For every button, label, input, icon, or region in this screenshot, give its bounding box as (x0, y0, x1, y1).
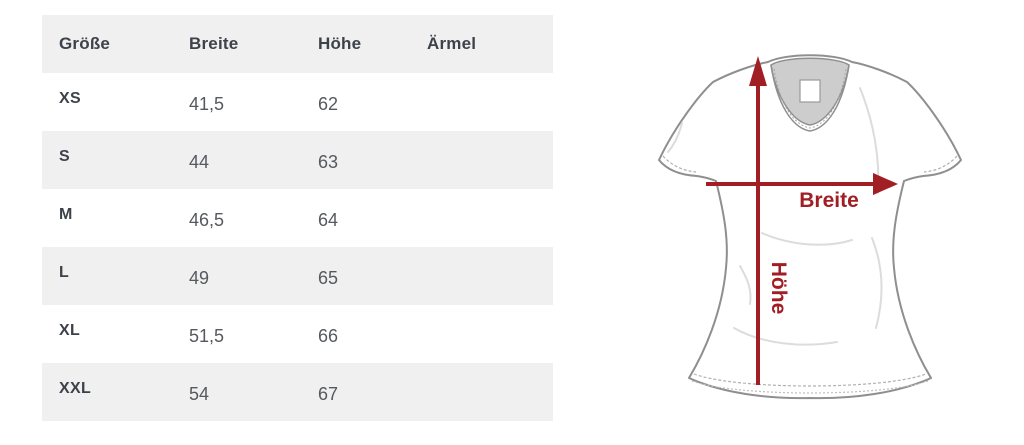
tshirt-drawing: Breite Höhe (658, 54, 962, 400)
breite-cell: 49 (189, 267, 210, 288)
table-row: L 49 65 (42, 247, 553, 305)
table-row: XXL 54 67 (42, 363, 553, 421)
table-row: XS 41,5 62 (42, 73, 553, 131)
hoehe-label: Höhe (767, 262, 790, 315)
breite-cell: 41,5 (189, 93, 225, 114)
hoehe-cell: 66 (318, 325, 339, 346)
collar-stitching (773, 68, 847, 129)
hem-stitching-upper (693, 373, 927, 387)
size-cell: M (59, 206, 73, 223)
tshirt-diagram: Breite Höhe (622, 28, 1008, 428)
column-header-breite: Breite (189, 34, 239, 53)
table-row: XL 51,5 66 (42, 305, 553, 363)
hoehe-cell: 64 (318, 209, 339, 230)
column-header-hoehe: Höhe (318, 34, 362, 53)
column-header-aermel: Ärmel (427, 34, 477, 53)
neck-tag (799, 79, 821, 103)
breite-label: Breite (799, 189, 859, 212)
size-cell: S (59, 148, 70, 165)
tshirt-outline (658, 54, 962, 400)
breite-cell: 46,5 (189, 209, 225, 230)
size-cell: XS (59, 90, 81, 107)
size-cell: XXL (59, 380, 92, 397)
size-cell: L (59, 264, 70, 281)
hoehe-cell: 62 (318, 93, 339, 114)
breite-cell: 51,5 (189, 325, 225, 346)
size-table: Größe Breite Höhe Ärmel XS 41,5 62 S 44 … (42, 15, 553, 421)
hoehe-cell: 67 (318, 383, 339, 404)
breite-arrow (706, 173, 898, 195)
breite-cell: 44 (189, 151, 210, 172)
size-table-body: XS 41,5 62 S 44 63 M 46,5 64 L 49 65 XL … (42, 73, 553, 421)
hem-stitching-lower (691, 380, 929, 394)
hoehe-cell: 63 (318, 151, 339, 172)
column-header-groesse: Größe (59, 34, 111, 53)
size-cell: XL (59, 322, 81, 339)
size-table-header-row: Größe Breite Höhe Ärmel (42, 15, 553, 73)
hoehe-arrow (749, 56, 767, 385)
hoehe-cell: 65 (318, 267, 339, 288)
breite-cell: 54 (189, 383, 210, 404)
table-row: M 46,5 64 (42, 189, 553, 247)
collar-band (770, 64, 850, 132)
table-row: S 44 63 (42, 131, 553, 189)
